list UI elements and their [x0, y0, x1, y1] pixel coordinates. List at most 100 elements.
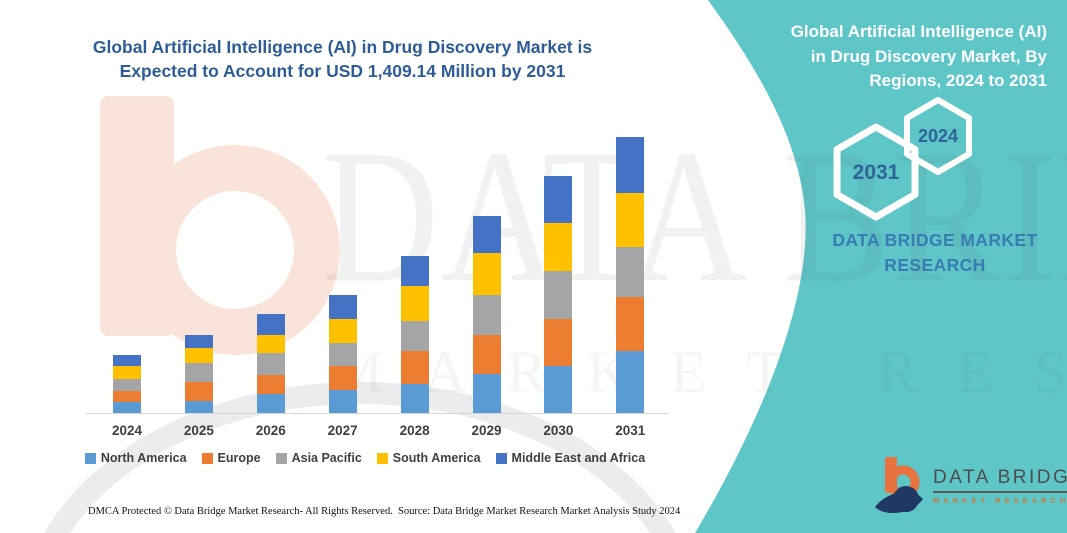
brand-line1: DATA BRIDGE MARKET [832, 230, 1038, 250]
logo-subtitle: MARKET RESEARCH [933, 496, 1067, 505]
bar-segment [544, 271, 573, 319]
bar-segment [328, 319, 357, 344]
legend-swatch-icon [275, 452, 287, 464]
bar-segment [113, 355, 141, 367]
bar-segment [616, 296, 645, 351]
bar-segment [400, 256, 429, 287]
legend-item: Europe [201, 451, 261, 465]
bar-group-2028 [400, 256, 429, 413]
bar-segment [256, 334, 285, 354]
page-title-line2: Expected to Account for USD 1,409.14 Mil… [119, 60, 566, 81]
legend-swatch-icon [201, 452, 213, 464]
bar-segment [328, 390, 357, 413]
bar-segment [400, 286, 429, 322]
logo-name: DATA BRIDGE [933, 467, 1067, 493]
bar-segment [544, 223, 573, 272]
legend-label: Asia Pacific [291, 451, 362, 465]
legend-item: North America [84, 451, 187, 465]
hexagon-2024-label: 2024 [918, 126, 958, 146]
x-axis-label: 2024 [111, 423, 143, 438]
bar-segment [328, 343, 357, 367]
bar-segment [256, 375, 285, 394]
bar-segment [113, 391, 141, 402]
bar-segment [616, 247, 645, 297]
legend-swatch-icon [84, 452, 96, 464]
watermark-market-research: MARKET RESEARCH [330, 339, 1067, 405]
bar-segment [184, 335, 213, 349]
bar-segment [544, 175, 573, 224]
legend-label: Europe [217, 451, 261, 465]
page-title: Global Artificial Intelligence (AI) in D… [70, 36, 615, 83]
bar-segment [328, 366, 357, 391]
bar-segment [184, 348, 213, 364]
brand-wordmark: DATA BRIDGE MARKET RESEARCH [810, 228, 1060, 277]
bar-segment [113, 378, 141, 392]
source-footer-text: Source: Data Bridge Market Research Mark… [398, 506, 681, 517]
bar-segment [616, 137, 645, 193]
dmca-footer-text: DMCA Protected © Data Bridge Market Rese… [88, 506, 393, 517]
bar-segment [472, 253, 501, 296]
x-axis-label: 2031 [615, 423, 646, 438]
panel-title: Global Artificial Intelligence (AI) in D… [717, 20, 1047, 94]
bar-group-2029 [472, 216, 501, 413]
bar-segment [113, 401, 141, 413]
bar-segment [256, 393, 285, 413]
x-axis-label: 2030 [543, 423, 574, 438]
bar-segment [184, 363, 213, 382]
bar-segment [328, 295, 357, 320]
brand-line2: RESEARCH [884, 254, 986, 275]
bar-segment [472, 373, 501, 413]
data-bridge-logo-icon [875, 457, 923, 514]
bar-group-2030 [544, 175, 573, 413]
page-title-line1: Global Artificial Intelligence (AI) in D… [92, 37, 593, 57]
bar-segment [400, 321, 429, 352]
x-axis-label: 2029 [471, 423, 502, 438]
x-axis-label: 2027 [327, 423, 358, 438]
teal-panel [695, 0, 1067, 533]
bar-segment [113, 366, 141, 379]
legend-label: South America [392, 451, 481, 465]
bar-group-2026 [256, 313, 285, 413]
bar-segment [400, 351, 429, 384]
bar-segment [472, 295, 501, 336]
legend-label: North America [100, 451, 187, 465]
chart-legend: North America Europe Asia Pacific South Ame… [55, 451, 675, 465]
bar-group-2025 [184, 335, 213, 413]
bar-segment [256, 353, 285, 376]
legend-swatch-icon [376, 452, 388, 464]
data-bridge-logo: DATA BRIDGE MARKET RESEARCH [873, 455, 1067, 517]
panel-title-line3: Regions, 2024 to 2031 [869, 71, 1047, 91]
hexagon-badges: 2031 2024 [833, 97, 972, 221]
bar-group-2027 [328, 295, 357, 413]
bar-group-2031 [616, 137, 645, 413]
bar-segment [616, 350, 645, 413]
bar-segment [184, 400, 213, 413]
legend-swatch-icon [495, 452, 507, 464]
bar-group-2024 [113, 355, 141, 413]
x-axis-label: 2025 [183, 423, 214, 438]
bar-segment [400, 383, 429, 413]
hexagon-2031-label: 2031 [853, 161, 900, 184]
watermark-data-bridge: DATA BRIDGE [322, 111, 1067, 323]
bar-segment [472, 335, 501, 374]
bar-segment [544, 319, 573, 367]
hexagon-2024 [904, 97, 972, 175]
bar-segment [256, 313, 285, 335]
bar-segment [544, 366, 573, 413]
bar-segment [616, 192, 645, 248]
legend-item: Asia Pacific [275, 451, 362, 465]
panel-title-line1: Global Artificial Intelligence (AI) [790, 22, 1047, 41]
x-axis-label: 2026 [255, 423, 286, 438]
legend-item: Middle East and Africa [495, 451, 646, 465]
bar-segment [472, 216, 501, 253]
hexagon-2031 [833, 123, 919, 221]
logo-b-watermark [100, 96, 340, 355]
legend-label: Middle East and Africa [511, 451, 646, 465]
legend-item: South America [376, 451, 481, 465]
x-axis-line [86, 413, 668, 414]
panel-title-line2: in Drug Discovery Market, By [810, 46, 1047, 66]
bar-segment [184, 381, 213, 401]
